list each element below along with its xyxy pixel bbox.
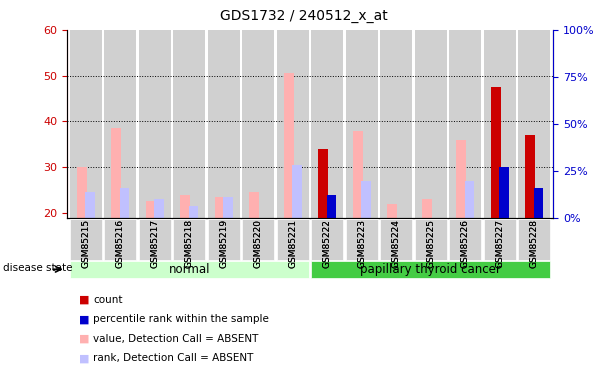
Bar bbox=[534, 188, 544, 218]
Text: GSM85226: GSM85226 bbox=[461, 219, 470, 268]
Text: GSM85224: GSM85224 bbox=[392, 219, 401, 268]
Text: GSM85218: GSM85218 bbox=[185, 219, 194, 268]
Bar bbox=[499, 167, 509, 217]
Text: papillary thyroid cancer: papillary thyroid cancer bbox=[361, 263, 501, 276]
FancyBboxPatch shape bbox=[415, 219, 447, 260]
Bar bbox=[188, 206, 198, 218]
Text: disease state: disease state bbox=[3, 263, 72, 273]
Text: normal: normal bbox=[168, 263, 210, 276]
Bar bbox=[311, 30, 343, 217]
Text: GSM85225: GSM85225 bbox=[426, 219, 435, 268]
Text: GSM85220: GSM85220 bbox=[254, 219, 263, 268]
Text: GSM85227: GSM85227 bbox=[496, 219, 504, 268]
Text: GSM85224: GSM85224 bbox=[392, 219, 401, 268]
Text: ■: ■ bbox=[79, 295, 89, 305]
Bar bbox=[173, 30, 206, 217]
Text: GSM85217: GSM85217 bbox=[150, 219, 159, 268]
Bar bbox=[154, 199, 164, 217]
FancyBboxPatch shape bbox=[449, 219, 481, 260]
Bar bbox=[284, 74, 294, 217]
Text: GSM85226: GSM85226 bbox=[461, 219, 470, 268]
FancyBboxPatch shape bbox=[346, 219, 378, 260]
Bar bbox=[525, 135, 535, 218]
Text: GSM85217: GSM85217 bbox=[150, 219, 159, 268]
Text: GSM85225: GSM85225 bbox=[426, 219, 435, 268]
Bar bbox=[415, 30, 447, 217]
Text: GSM85228: GSM85228 bbox=[530, 219, 539, 268]
Bar bbox=[120, 188, 130, 218]
Text: ■: ■ bbox=[79, 315, 89, 324]
Text: GSM85222: GSM85222 bbox=[323, 219, 332, 268]
Text: GSM85222: GSM85222 bbox=[323, 219, 332, 268]
Text: GSM85216: GSM85216 bbox=[116, 219, 125, 268]
Text: ■: ■ bbox=[79, 354, 89, 363]
Bar bbox=[534, 188, 544, 218]
Bar bbox=[111, 128, 121, 217]
Bar bbox=[215, 197, 224, 217]
FancyBboxPatch shape bbox=[277, 219, 309, 260]
FancyBboxPatch shape bbox=[139, 219, 171, 260]
Bar bbox=[361, 181, 371, 218]
FancyBboxPatch shape bbox=[484, 219, 516, 260]
Bar bbox=[292, 165, 302, 218]
Text: GSM85221: GSM85221 bbox=[288, 219, 297, 268]
FancyBboxPatch shape bbox=[208, 219, 240, 260]
Text: count: count bbox=[93, 295, 123, 305]
Bar bbox=[77, 167, 86, 217]
Text: GSM85215: GSM85215 bbox=[81, 219, 91, 268]
Bar bbox=[319, 149, 328, 217]
Bar bbox=[465, 181, 474, 218]
Bar bbox=[387, 204, 397, 218]
FancyBboxPatch shape bbox=[173, 219, 206, 260]
Bar bbox=[381, 30, 412, 217]
FancyBboxPatch shape bbox=[243, 219, 274, 260]
Text: GSM85223: GSM85223 bbox=[358, 219, 367, 268]
Bar bbox=[85, 192, 95, 217]
Bar bbox=[457, 140, 466, 218]
Text: GSM85228: GSM85228 bbox=[530, 219, 539, 268]
Bar bbox=[519, 30, 550, 217]
Text: rank, Detection Call = ABSENT: rank, Detection Call = ABSENT bbox=[93, 354, 254, 363]
Bar bbox=[223, 197, 233, 217]
Text: GSM85220: GSM85220 bbox=[254, 219, 263, 268]
Text: GSM85215: GSM85215 bbox=[81, 219, 91, 268]
Bar bbox=[105, 30, 136, 217]
FancyBboxPatch shape bbox=[70, 219, 102, 260]
Bar bbox=[181, 195, 190, 217]
Bar bbox=[525, 135, 535, 218]
Text: GSM85227: GSM85227 bbox=[496, 219, 504, 268]
Text: GSM85218: GSM85218 bbox=[185, 219, 194, 268]
Bar bbox=[326, 195, 336, 217]
Bar bbox=[491, 87, 500, 218]
FancyBboxPatch shape bbox=[105, 219, 136, 260]
FancyBboxPatch shape bbox=[70, 261, 309, 278]
Bar bbox=[146, 201, 156, 217]
Bar bbox=[422, 199, 432, 217]
Bar bbox=[353, 130, 362, 218]
Text: GSM85221: GSM85221 bbox=[288, 219, 297, 268]
Text: GDS1732 / 240512_x_at: GDS1732 / 240512_x_at bbox=[220, 9, 388, 23]
Text: GSM85223: GSM85223 bbox=[358, 219, 367, 268]
FancyBboxPatch shape bbox=[381, 219, 412, 260]
Bar bbox=[249, 192, 259, 217]
FancyBboxPatch shape bbox=[311, 219, 343, 260]
Bar bbox=[449, 30, 481, 217]
Bar bbox=[346, 30, 378, 217]
Bar bbox=[277, 30, 309, 217]
Bar bbox=[70, 30, 102, 217]
Text: GSM85219: GSM85219 bbox=[219, 219, 229, 268]
FancyBboxPatch shape bbox=[519, 219, 550, 260]
Bar bbox=[208, 30, 240, 217]
Text: percentile rank within the sample: percentile rank within the sample bbox=[93, 315, 269, 324]
Text: ■: ■ bbox=[79, 334, 89, 344]
FancyBboxPatch shape bbox=[311, 261, 550, 278]
Bar bbox=[484, 30, 516, 217]
Bar bbox=[243, 30, 274, 217]
Text: GSM85216: GSM85216 bbox=[116, 219, 125, 268]
Text: GSM85219: GSM85219 bbox=[219, 219, 229, 268]
Text: value, Detection Call = ABSENT: value, Detection Call = ABSENT bbox=[93, 334, 258, 344]
Bar bbox=[139, 30, 171, 217]
